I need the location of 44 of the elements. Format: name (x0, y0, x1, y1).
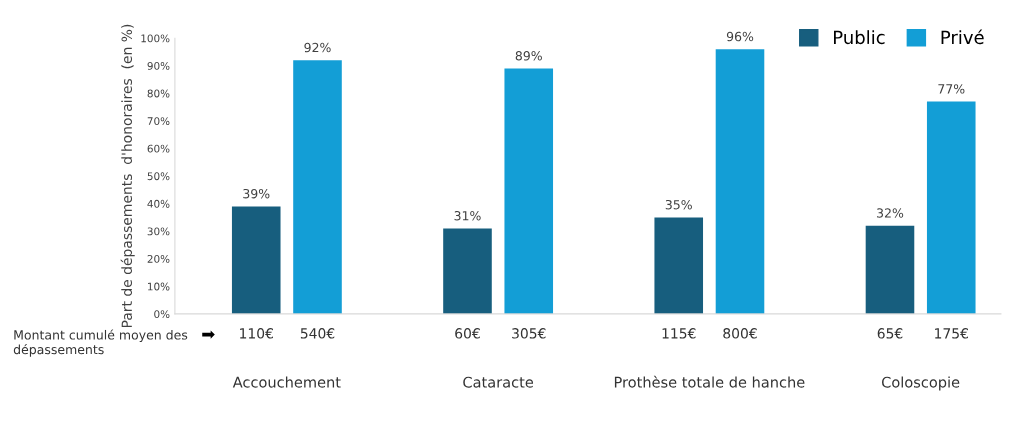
y-tick-label: 30% (147, 227, 170, 236)
y-axis-title: Part de dépassements d'honoraires (en %) (120, 24, 135, 328)
text: Montant cumulé moyen des dépassements (13, 329, 188, 357)
data-label: 31% (454, 211, 481, 221)
text: 800€ (723, 328, 757, 339)
y-tick-label: 10% (148, 282, 170, 291)
bar (926, 101, 976, 314)
bar (443, 228, 492, 314)
text: 65€ (877, 328, 903, 339)
text: ➡ (202, 330, 215, 339)
bar (654, 217, 704, 314)
bar (715, 49, 765, 314)
y-tick-label: 100% (141, 34, 170, 43)
x-tick-label: Coloscopie (881, 376, 960, 391)
x-tick-label: Accouchement (232, 376, 341, 388)
bar (865, 225, 915, 314)
data-label: 35% (665, 199, 692, 210)
data-label: 77% (938, 84, 965, 94)
y-tick-label: 20% (147, 254, 170, 263)
text: 175€ (935, 328, 968, 339)
bar (293, 60, 342, 314)
data-label: 32% (877, 208, 904, 218)
text: 305€ (512, 328, 546, 339)
x-tick-label: Cataracte (463, 376, 534, 388)
data-label: 92% (304, 42, 331, 53)
y-tick-label: 70% (147, 117, 170, 126)
bar (231, 206, 281, 314)
legend-label: Privé (941, 29, 984, 45)
bar (504, 68, 554, 314)
y-tick-label: 90% (147, 61, 170, 70)
y-tick-label: 40% (147, 199, 170, 208)
text: 110€ (240, 328, 273, 339)
x-tick-label: Prothèse totale de hanche (614, 375, 805, 388)
data-label: 89% (515, 51, 542, 61)
y-tick-label: 60% (147, 144, 170, 153)
text: 60€ (455, 328, 480, 339)
text: 540€ (300, 328, 335, 339)
y-tick-label: 0% (154, 310, 170, 319)
y-tick-label: 80% (147, 89, 170, 98)
y-tick-label: 50% (147, 172, 170, 181)
data-label: 96% (726, 31, 754, 42)
data-label: 39% (243, 188, 270, 199)
legend-label: Public (834, 30, 885, 45)
text: 115€ (662, 328, 696, 339)
